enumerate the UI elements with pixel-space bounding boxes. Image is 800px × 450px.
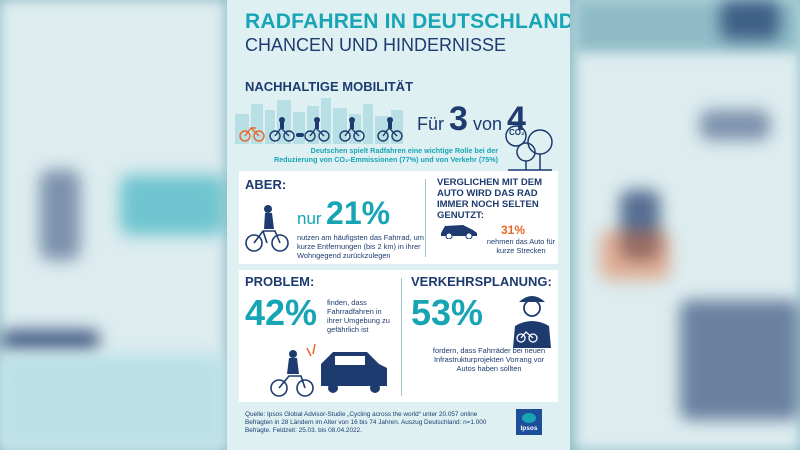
aber-section: ABER: nur 21% nutzen am häufigsten das F… <box>239 171 558 264</box>
source-note: Quelle: Ipsos Global Advisor-Studie „Cyc… <box>245 411 487 434</box>
problem-planning-section: PROBLEM: 42% finden, dass Fahrradfahren … <box>239 270 558 402</box>
pct-value: 21% <box>326 195 391 231</box>
divider <box>401 278 402 396</box>
ipsos-logo: Ipsos <box>516 409 542 435</box>
stat-mid: von <box>472 114 502 134</box>
car-percent: 31% <box>501 223 526 237</box>
title-line-1: RADFAHREN IN DEUTSCHLAND: <box>245 10 570 33</box>
only-21-percent: nur 21% <box>297 195 390 232</box>
car-text: nehmen das Auto für kurze Strecken <box>486 237 556 255</box>
title-line-2: CHANCEN UND HINDERNISSE <box>245 35 507 55</box>
three-of-four-stat: Für 3 von 4 <box>417 100 526 139</box>
infographic-poster: RADFAHREN IN DEUTSCHLAND: CHANCEN UND HI… <box>227 0 570 450</box>
stat-number-b: 4 <box>507 100 526 138</box>
ipsos-logo-text: Ipsos <box>520 425 538 432</box>
aber-heading: ABER: <box>245 177 287 192</box>
stat-prefix: Für <box>417 114 444 134</box>
co2-label: CO₂ <box>509 128 525 137</box>
planner-worker-icon <box>513 296 551 348</box>
aber-text: nutzen am häufigsten das Fahrrad, um kur… <box>297 233 424 260</box>
co2-trees-icon <box>505 125 553 171</box>
problem-heading: PROBLEM: <box>245 274 315 289</box>
stat-number-a: 3 <box>449 100 468 138</box>
sustainable-mobility-caption: Deutschen spielt Radfahren eine wichtige… <box>273 146 498 164</box>
section-heading-sustainable-mobility: NACHHALTIGE MOBILITÄT <box>245 79 414 94</box>
city-cyclists-illustration <box>235 98 403 144</box>
pct-prefix: nur <box>297 209 322 228</box>
planning-percent: 53% <box>411 292 484 333</box>
woman-cyclist-icon <box>245 205 289 252</box>
cyclist-car-danger-illustration <box>270 343 387 397</box>
problem-text: finden, dass Fahrradfahren in ihrer Umge… <box>327 298 390 334</box>
divider <box>425 179 426 257</box>
planning-text: fordern, dass Fahrräder bei neuen Infras… <box>432 346 546 373</box>
compared-heading: VERGLICHEN MIT DEM AUTO WIRD DAS RAD IMM… <box>437 177 543 221</box>
planning-heading: VERKEHRSPLANUNG: <box>411 274 552 289</box>
car-icon <box>441 225 477 239</box>
poster-title: RADFAHREN IN DEUTSCHLAND: CHANCEN UND HI… <box>245 10 570 56</box>
problem-percent: 42% <box>245 292 318 333</box>
